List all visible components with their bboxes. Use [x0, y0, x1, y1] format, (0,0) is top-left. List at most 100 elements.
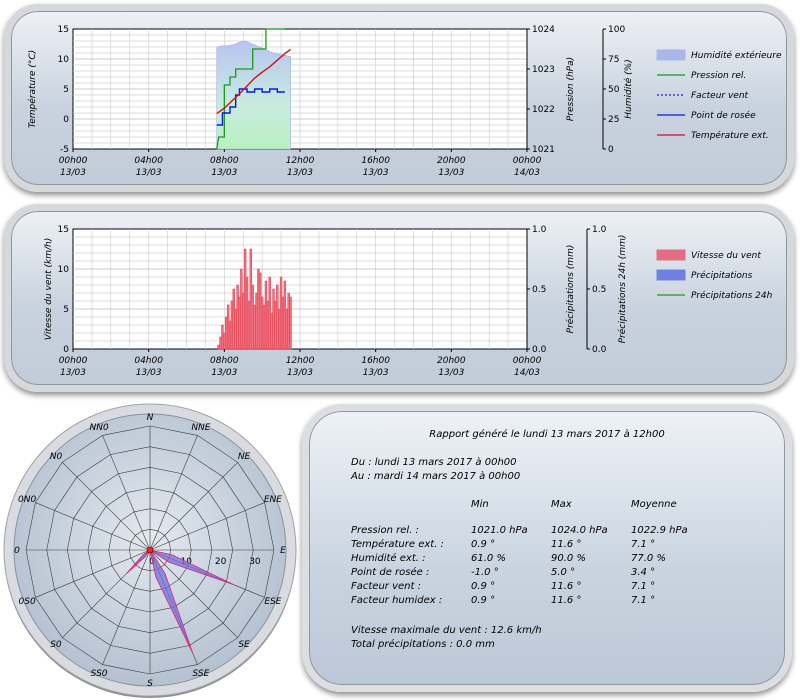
y-tick-label: 15 — [58, 25, 69, 35]
report-cell-avg: 7.1 ° — [631, 581, 656, 592]
wind-bar — [232, 288, 235, 350]
report-cell-min: 61.0 % — [471, 553, 506, 564]
wind-bar — [221, 324, 224, 350]
wind-bar — [236, 284, 239, 350]
y-tick-label: 50 — [608, 85, 620, 95]
x-tick-label: 00h00 — [59, 356, 88, 366]
wind-bar — [287, 292, 290, 350]
x-tick-date: 13/03 — [438, 368, 464, 378]
rose-spoke — [149, 549, 238, 638]
report-cell-label: Facteur vent : — [351, 581, 421, 592]
wind-bar — [270, 312, 273, 350]
wind-bar — [240, 268, 243, 350]
y-tick-label: 5 — [63, 85, 69, 95]
wind-bar — [251, 284, 254, 350]
y-tick-label: 15 — [58, 225, 69, 235]
y-tick-label: 1022 — [532, 105, 555, 115]
x-tick-label: 00h00 — [59, 156, 88, 166]
rose-direction-label: 0 — [14, 546, 20, 556]
y-tick-label: 5 — [63, 305, 69, 315]
report-cell-min: 1021.0 hPa — [471, 525, 528, 536]
y-axis-title: Pression (hPa) — [566, 57, 576, 121]
report-cell-min: 0.9 ° — [471, 581, 496, 592]
report-max-wind: Vitesse maximale du vent : 12.6 km/h — [351, 625, 542, 636]
y-tick-label: 0 — [63, 345, 69, 355]
y-tick-label: 0.0 — [592, 345, 607, 355]
report-title: Rapport généré le lundi 13 mars 2017 à 1… — [429, 429, 665, 440]
temperature-chart: 00h00 13/03 04h00 13/03 08h00 13/03 12h00 13/03… — [27, 25, 782, 178]
wind-bar — [276, 284, 279, 350]
x-tick-date: 13/03 — [60, 368, 86, 378]
wind-bar — [266, 300, 270, 350]
x-tick-date: 14/03 — [514, 368, 540, 378]
rose-spoke — [149, 435, 198, 551]
x-tick-date: 13/03 — [363, 168, 389, 178]
humidity-area — [216, 40, 291, 150]
rose-direction-label: NE — [238, 452, 251, 462]
report-panel: Rapport généré le lundi 13 mars 2017 à 1… — [302, 404, 792, 692]
report-cell-label: Humidité ext. : — [351, 553, 426, 564]
y-axis-title: Vitesse du vent (km/h) — [44, 238, 54, 340]
report-cell-max: 11.6 ° — [551, 595, 582, 606]
report-cell-label: Facteur humidex : — [351, 595, 443, 606]
report-from: Du : lundi 13 mars 2017 à 00h00 — [351, 457, 517, 468]
rose-spoke — [35, 549, 151, 598]
rose-direction-label: ENE — [264, 495, 282, 505]
legend-label: Précipitations — [691, 270, 753, 281]
y-tick-label: 1.0 — [532, 225, 547, 235]
x-tick-date: 13/03 — [287, 368, 313, 378]
y-axis-title: Précipitations 24h (mm) — [617, 235, 628, 344]
wind-bar — [245, 276, 249, 350]
x-tick-date: 13/03 — [363, 368, 389, 378]
rose-direction-label: SSE — [192, 669, 209, 679]
y-tick-label: 1.0 — [592, 225, 607, 235]
wind-bar — [281, 296, 285, 350]
y-tick-label: 0 — [608, 145, 614, 155]
rose-direction-label: S — [147, 679, 153, 689]
wind-rose: NNNENEENEEESESESSESSS0S00S000N0N0NN00102… — [3, 403, 297, 698]
x-tick-label: 00h00 — [513, 156, 542, 166]
report-cell-max: 5.0 ° — [551, 567, 576, 578]
report-to: Au : mardi 14 mars 2017 à 00h00 — [351, 471, 521, 482]
y-axis-title: Humidité (%) — [623, 59, 634, 118]
report-cell-max: 90.0 % — [551, 553, 586, 564]
weather-chart-panel: 00h00 13/03 04h00 13/03 08h00 13/03 12h00 13/03… — [4, 4, 794, 192]
x-tick-label: 12h00 — [286, 156, 315, 166]
report-cell-min: -1.0 ° — [471, 567, 499, 578]
x-tick-label: 00h00 — [513, 356, 542, 366]
rose-center — [146, 546, 154, 554]
rose-spoke — [35, 502, 151, 551]
wind-bar — [225, 316, 228, 350]
legend-swatch — [656, 249, 686, 261]
wind-bar — [249, 248, 253, 350]
wind-bar — [243, 248, 247, 350]
y-tick-label: 0 — [63, 115, 69, 125]
wind-bar — [247, 300, 251, 350]
rose-spoke — [102, 435, 151, 551]
wind-chart-panel: 00h00 13/03 04h00 13/03 08h00 13/03 12h00 13/03… — [4, 204, 794, 392]
wind-bar — [262, 304, 266, 350]
x-tick-label: 12h00 — [286, 356, 315, 366]
report-cell-min: 0.9 ° — [471, 539, 496, 550]
y-tick-label: 1021 — [532, 145, 555, 155]
wind-bar — [238, 296, 241, 350]
temperature-line — [216, 48, 291, 115]
report-cell-label: Température ext. : — [351, 539, 444, 550]
rose-wedge — [149, 549, 194, 654]
x-tick-label: 08h00 — [210, 156, 239, 166]
legend-label: Température ext. — [691, 130, 769, 141]
legend-label: Humidité extérieure — [691, 50, 782, 61]
y-tick-label: 0.5 — [532, 285, 546, 295]
y-tick-label: 0.0 — [532, 345, 547, 355]
y-tick-label: 10 — [58, 265, 70, 275]
y-axis-title: Précipitations (mm) — [565, 245, 576, 334]
wind-bar — [279, 276, 283, 350]
wind-bar — [217, 344, 220, 350]
x-tick-label: 20h00 — [437, 356, 466, 366]
report-cell-label: Pression rel. : — [351, 525, 419, 536]
header-min: Min — [471, 499, 489, 510]
x-tick-date: 13/03 — [211, 168, 237, 178]
header-avg: Moyenne — [631, 499, 677, 510]
rose-direction-label: 0N0 — [18, 495, 36, 505]
wind-bar — [255, 292, 258, 350]
